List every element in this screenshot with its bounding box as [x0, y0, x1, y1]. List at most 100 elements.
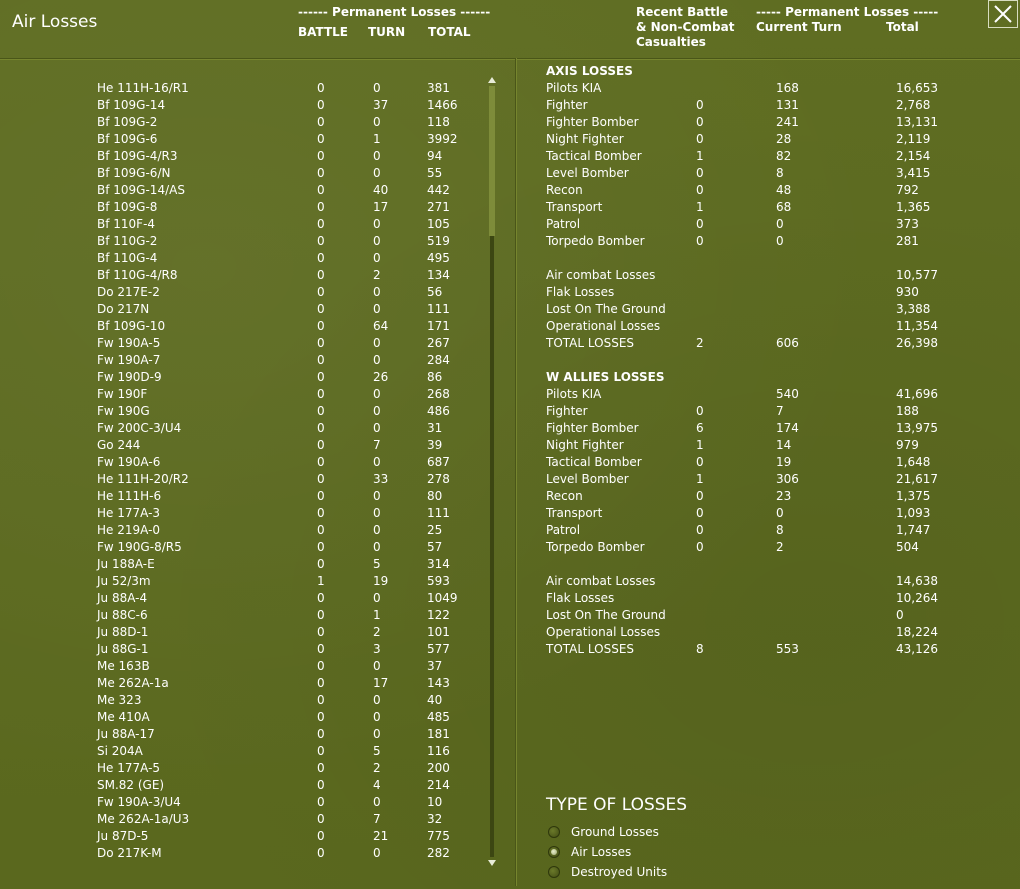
aircraft-row[interactable]: He 111H-16/R1 0 0 381 — [0, 80, 488, 97]
aircraft-battle-losses: 0 — [317, 472, 325, 486]
aircraft-turn-losses: 1 — [373, 608, 381, 622]
aircraft-row[interactable]: Me 262A-1a/U3 0 7 32 — [0, 811, 488, 828]
wallies-loss-row: Fighter Bomber 6 174 13,975 — [540, 420, 1000, 437]
aircraft-row[interactable]: Do 217E-2 0 0 56 — [0, 284, 488, 301]
aircraft-name: Bf 110G-4/R8 — [97, 268, 178, 282]
aircraft-row[interactable]: Me 323 0 0 40 — [0, 692, 488, 709]
aircraft-row[interactable]: Ju 88A-4 0 0 1049 — [0, 590, 488, 607]
aircraft-row[interactable]: Bf 109G-8 0 17 271 — [0, 199, 488, 216]
aircraft-name: Fw 190A-7 — [97, 353, 161, 367]
aircraft-row[interactable]: Fw 190A-5 0 0 267 — [0, 335, 488, 352]
aircraft-row[interactable]: He 177A-5 0 2 200 — [0, 760, 488, 777]
aircraft-row[interactable]: Fw 190A-6 0 0 687 — [0, 454, 488, 471]
aircraft-row[interactable]: Fw 190F 0 0 268 — [0, 386, 488, 403]
scrollbar-thumb[interactable] — [489, 86, 495, 236]
aircraft-row[interactable]: Ju 88C-6 0 1 122 — [0, 607, 488, 624]
current-turn-losses: 8 — [776, 166, 784, 180]
aircraft-row[interactable]: Si 204A 0 5 116 — [0, 743, 488, 760]
column-header-total[interactable]: TOTAL — [428, 25, 471, 39]
aircraft-row[interactable]: Bf 109G-14/AS 0 40 442 — [0, 182, 488, 199]
aircraft-row[interactable]: Bf 109G-4/R3 0 0 94 — [0, 148, 488, 165]
radio-button-icon[interactable] — [548, 846, 560, 858]
aircraft-row[interactable]: Me 410A 0 0 485 — [0, 709, 488, 726]
aircraft-row[interactable]: Ju 88A-17 0 0 181 — [0, 726, 488, 743]
aircraft-battle-losses: 0 — [317, 115, 325, 129]
aircraft-row[interactable]: Fw 190A-7 0 0 284 — [0, 352, 488, 369]
aircraft-turn-losses: 0 — [373, 846, 381, 860]
aircraft-row[interactable]: Fw 190D-9 0 26 86 — [0, 369, 488, 386]
aircraft-battle-losses: 0 — [317, 183, 325, 197]
aircraft-row[interactable]: He 219A-0 0 0 25 — [0, 522, 488, 539]
aircraft-row[interactable]: Bf 110G-4 0 0 495 — [0, 250, 488, 267]
aircraft-turn-losses: 0 — [373, 506, 381, 520]
aircraft-row[interactable]: Ju 88D-1 0 2 101 — [0, 624, 488, 641]
aircraft-row[interactable]: He 111H-6 0 0 80 — [0, 488, 488, 505]
aircraft-turn-losses: 0 — [373, 217, 381, 231]
aircraft-turn-losses: 2 — [373, 625, 381, 639]
aircraft-name: Ju 188A-E — [97, 557, 155, 571]
aircraft-row[interactable]: Bf 110F-4 0 0 105 — [0, 216, 488, 233]
column-header-turn[interactable]: TURN — [368, 25, 406, 39]
aircraft-row[interactable]: Do 217K-M 0 0 282 — [0, 845, 488, 862]
loss-category-label: Level Bomber — [546, 166, 629, 180]
radio-button-icon[interactable] — [548, 866, 560, 878]
current-turn-losses: 306 — [776, 472, 799, 486]
recent-casualties: 0 — [696, 506, 704, 520]
aircraft-row[interactable]: Me 262A-1a 0 17 143 — [0, 675, 488, 692]
list-scrollbar[interactable] — [486, 74, 498, 869]
aircraft-row[interactable]: Bf 109G-6 0 1 3992 — [0, 131, 488, 148]
loss-category-label: Transport — [546, 506, 603, 520]
arrow-down-icon — [488, 860, 496, 866]
aircraft-row[interactable]: Go 244 0 7 39 — [0, 437, 488, 454]
aircraft-loss-list[interactable]: He 111H-16/R1 0 0 381 Bf 109G-14 0 37 1466 Bf 10… — [0, 80, 488, 866]
aircraft-row[interactable]: Ju 188A-E 0 5 314 — [0, 556, 488, 573]
aircraft-total-losses: 39 — [427, 438, 443, 452]
aircraft-row[interactable]: SM.82 (GE) 0 4 214 — [0, 777, 488, 794]
wallies-losses-title: W ALLIES LOSSES — [546, 370, 665, 384]
aircraft-turn-losses: 0 — [373, 166, 381, 180]
radio-button-icon[interactable] — [548, 826, 560, 838]
aircraft-battle-losses: 0 — [317, 285, 325, 299]
aircraft-row[interactable]: Fw 190G 0 0 486 — [0, 403, 488, 420]
aircraft-row[interactable]: Bf 109G-6/N 0 0 55 — [0, 165, 488, 182]
aircraft-battle-losses: 0 — [317, 149, 325, 163]
aircraft-row[interactable]: Me 163B 0 0 37 — [0, 658, 488, 675]
aircraft-row[interactable]: Bf 110G-4/R8 0 2 134 — [0, 267, 488, 284]
total-losses: 2,154 — [896, 149, 931, 163]
aircraft-turn-losses: 2 — [373, 761, 381, 775]
aircraft-turn-losses: 0 — [373, 591, 381, 605]
aircraft-total-losses: 381 — [427, 81, 450, 95]
recent-header-line2: & Non-Combat — [636, 20, 735, 34]
right-permanent-losses-header: ----- Permanent Losses ----- — [756, 5, 939, 19]
aircraft-row[interactable]: Fw 190A-3/U4 0 0 10 — [0, 794, 488, 811]
wallies-loss-row: Transport 0 0 1,093 — [540, 505, 1000, 522]
aircraft-row[interactable]: Fw 190G-8/R5 0 0 57 — [0, 539, 488, 556]
aircraft-row[interactable]: Bf 110G-2 0 0 519 — [0, 233, 488, 250]
aircraft-row[interactable]: Ju 88G-1 0 3 577 — [0, 641, 488, 658]
scroll-down-button[interactable] — [486, 857, 498, 869]
aircraft-row[interactable]: He 177A-3 0 0 111 — [0, 505, 488, 522]
aircraft-row[interactable]: Ju 52/3m 1 19 593 — [0, 573, 488, 590]
scroll-up-button[interactable] — [486, 74, 498, 86]
total-losses: 14,638 — [896, 574, 938, 588]
wallies-summary-row: Flak Losses 10,264 — [540, 590, 1000, 607]
total-losses: 16,653 — [896, 81, 938, 95]
total-losses: 792 — [896, 183, 919, 197]
window-title: Air Losses — [12, 12, 98, 32]
column-header-battle[interactable]: BATTLE — [298, 25, 348, 39]
aircraft-row[interactable]: He 111H-20/R2 0 33 278 — [0, 471, 488, 488]
aircraft-row[interactable]: Do 217N 0 0 111 — [0, 301, 488, 318]
aircraft-row[interactable]: Bf 109G-14 0 37 1466 — [0, 97, 488, 114]
aircraft-battle-losses: 0 — [317, 778, 325, 792]
aircraft-turn-losses: 0 — [373, 659, 381, 673]
aircraft-row[interactable]: Bf 109G-10 0 64 171 — [0, 318, 488, 335]
scrollbar-track[interactable] — [490, 86, 494, 857]
close-button[interactable] — [988, 0, 1018, 28]
aircraft-turn-losses: 3 — [373, 642, 381, 656]
aircraft-row[interactable]: Ju 87D-5 0 21 775 — [0, 828, 488, 845]
aircraft-row[interactable]: Fw 200C-3/U4 0 0 31 — [0, 420, 488, 437]
aircraft-row[interactable]: Bf 109G-2 0 0 118 — [0, 114, 488, 131]
aircraft-battle-losses: 0 — [317, 98, 325, 112]
axis-loss-row: Fighter 0 131 2,768 — [540, 97, 1000, 114]
aircraft-turn-losses: 0 — [373, 353, 381, 367]
